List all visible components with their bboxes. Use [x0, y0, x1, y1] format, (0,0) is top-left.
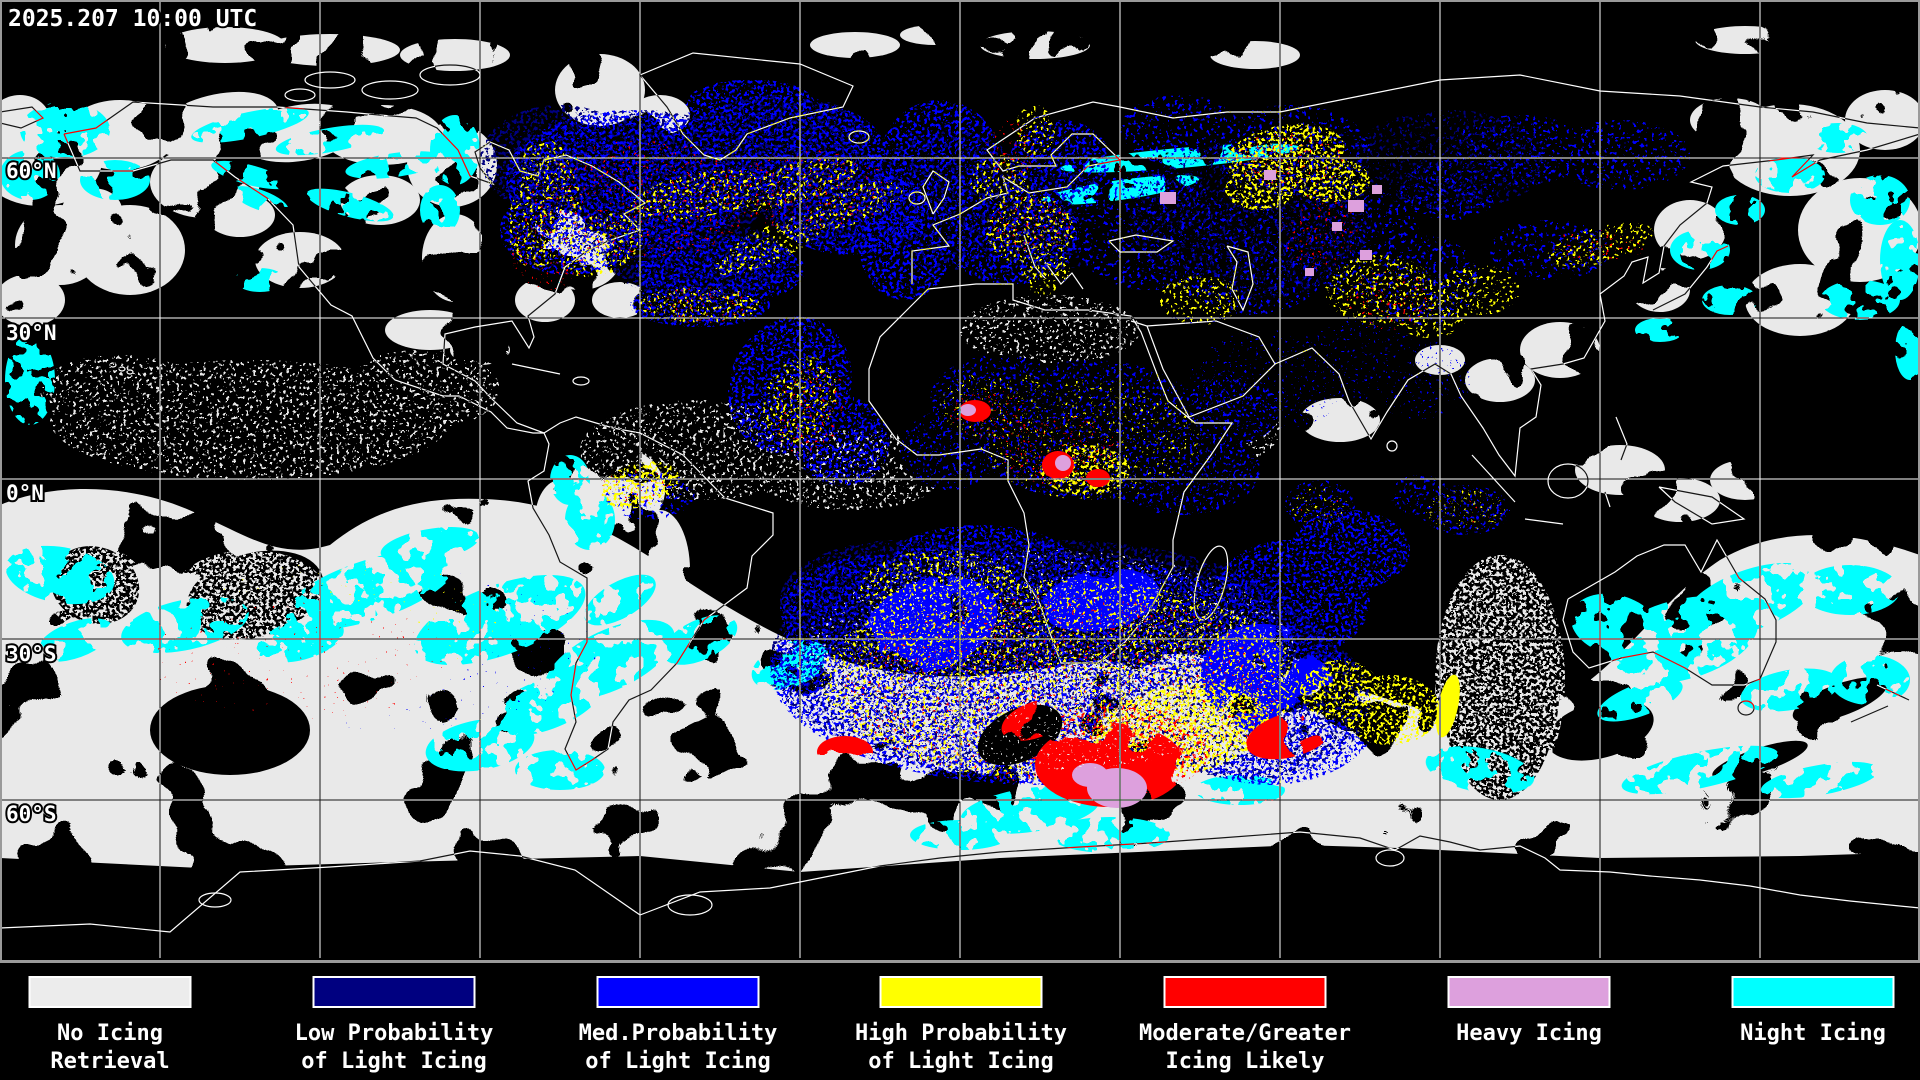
lat-label-60n: 60°N [6, 159, 57, 183]
lat-label-60s: 60°S [6, 802, 57, 826]
legend-label: of Light Icing [585, 1049, 771, 1074]
timestamp-label: 2025.207 10:00 UTC [8, 6, 257, 32]
legend-item-med-probability: Med.Probability of Light Icing [558, 963, 798, 1080]
legend-label: Low Probability [294, 1021, 494, 1046]
map-canvas: 2025.207 10:00 UTC 60°N 30°N 0°N 30°S 60… [0, 0, 1920, 960]
legend-swatch-no-icing [28, 976, 192, 1008]
layer-icing-band-specks [150, 560, 600, 730]
legend-bar: No Icing Retrieval Low Probability of Li… [0, 963, 1920, 1080]
layer-icing-moderate-natlantic [510, 140, 890, 454]
lat-label-30n: 30°N [6, 321, 57, 345]
legend-swatch-heavy-icing [1447, 976, 1611, 1008]
layer-icing-moderate-europe [985, 120, 1070, 255]
legend-label: High Probability [855, 1021, 1067, 1046]
map-frame [0, 0, 1920, 960]
lat-label-30s: 30°S [6, 642, 57, 666]
map-legend-separator [0, 960, 1920, 963]
legend-label: Moderate/Greater [1139, 1021, 1351, 1046]
legend-label: Heavy Icing [1456, 1021, 1602, 1046]
legend-label: Icing Likely [1165, 1049, 1325, 1074]
legend-item-night-icing: Night Icing [1693, 963, 1920, 1080]
legend-label: Night Icing [1740, 1021, 1886, 1046]
legend-item-low-probability: Low Probability of Light Icing [274, 963, 514, 1080]
world-icing-map: 2025.207 10:00 UTC 60°N 30°N 0°N 30°S 60… [0, 0, 1920, 960]
lat-label-0n: 0°N [6, 481, 44, 505]
legend-swatch-low-probability [312, 976, 476, 1008]
legend-label: of Light Icing [868, 1049, 1054, 1074]
layer-icing-med-arabia-india [1190, 320, 1470, 430]
layer-icing-heavy-asia [1160, 170, 1382, 276]
legend-label: of Light Icing [301, 1049, 487, 1074]
legend-item-moderate-greater: Moderate/Greater Icing Likely [1125, 963, 1365, 1080]
coastlines-and-graticule [0, 0, 1920, 958]
legend-item-high-probability: High Probability of Light Icing [841, 963, 1081, 1080]
legend-swatch-med-probability [596, 976, 760, 1008]
legend-label: Med.Probability [578, 1021, 778, 1046]
legend-swatch-night-icing [1731, 976, 1895, 1008]
legend-label: No Icing [57, 1021, 163, 1046]
legend-item-no-icing: No Icing Retrieval [0, 963, 230, 1080]
coastline-paths [0, 52, 1920, 933]
graticule [0, 0, 1920, 958]
legend-swatch-high-probability [879, 976, 1043, 1008]
legend-label: Retrieval [50, 1049, 170, 1074]
layer-white-specks-event [800, 550, 1300, 770]
layer-icing-indian-ocean [1285, 475, 1510, 535]
layer-icing-cores-africa [959, 400, 1110, 487]
legend-item-heavy-icing: Heavy Icing [1409, 963, 1649, 1080]
legend-swatch-moderate-greater [1163, 976, 1327, 1008]
